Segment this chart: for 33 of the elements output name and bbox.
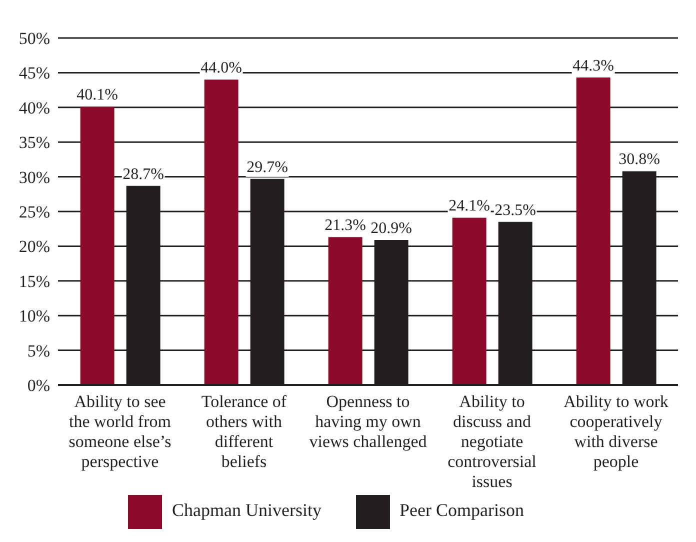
x-tick-label: Ability to work cooperatively with diverse people: [564, 392, 669, 471]
legend-label: Chapman University: [172, 500, 322, 520]
bar: [328, 237, 362, 385]
y-tick-label: 30%: [18, 168, 50, 187]
y-tick-label: 50%: [18, 29, 50, 48]
data-label: 23.5%: [494, 202, 536, 219]
bar: [80, 106, 114, 385]
bar: [576, 78, 610, 385]
x-tick-label: Ability to see the world from someone else’s perspective: [68, 392, 172, 471]
x-tick-label: Tolerance of others with different beliefs: [201, 392, 287, 471]
data-label: 40.1%: [76, 86, 118, 104]
y-tick-label: 40%: [18, 98, 50, 118]
legend-label: Peer Comparison: [400, 500, 524, 520]
data-label: 44.0%: [200, 60, 242, 77]
data-label: 28.7%: [122, 166, 164, 183]
y-tick-label: 35%: [18, 133, 50, 152]
y-tick-label: 20%: [18, 237, 50, 256]
data-label: 21.3%: [324, 217, 366, 234]
data-label: 29.7%: [246, 158, 288, 176]
data-label: 20.9%: [370, 220, 412, 237]
x-tick-label: Openness to having my own views challenged: [309, 392, 428, 451]
bar: [452, 218, 486, 385]
y-tick-label: 10%: [18, 306, 50, 326]
y-tick-label: 45%: [18, 64, 50, 83]
data-label: 30.8%: [618, 151, 660, 168]
data-label: 44.3%: [572, 58, 614, 75]
bar: [204, 80, 238, 385]
y-tick-label: 25%: [18, 202, 50, 222]
y-tick-label: 15%: [18, 272, 50, 291]
y-tick-label: 0%: [27, 376, 50, 396]
y-tick-label: 5%: [27, 341, 50, 360]
x-tick-label: Ability to discuss and negotiate controversial issues: [448, 392, 537, 491]
data-label: 24.1%: [448, 198, 490, 215]
